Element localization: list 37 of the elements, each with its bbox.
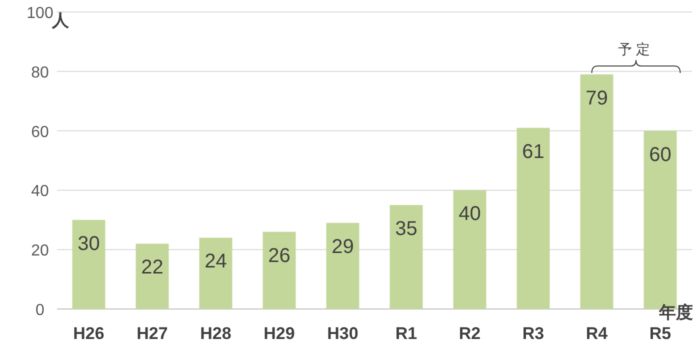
x-tick-label: H27 (136, 324, 168, 343)
data-label: 35 (395, 218, 418, 240)
bar (516, 128, 550, 309)
bar (326, 222, 360, 309)
y-tick-label: 100 (26, 5, 54, 22)
y-tick-label: 60 (31, 124, 49, 141)
data-label: 22 (141, 256, 164, 279)
bar (136, 244, 169, 309)
data-label: 60 (649, 144, 672, 166)
y-tick-label: 40 (31, 183, 49, 200)
data-label: 29 (332, 236, 354, 258)
x-tick-label: R1 (395, 324, 418, 343)
annotation: 予定 (618, 41, 654, 57)
data-label: 24 (204, 250, 227, 273)
bar (262, 232, 296, 309)
x-tick-label: R5 (649, 324, 672, 343)
bar (390, 205, 423, 309)
data-label: 30 (78, 232, 100, 255)
data-label: 26 (268, 244, 290, 267)
data-label: 40 (458, 203, 481, 226)
bar (199, 238, 232, 309)
bar (453, 190, 486, 309)
y-tick-label: 0 (36, 302, 45, 319)
x-tick-label: H29 (264, 324, 295, 343)
x-tick-label: H28 (200, 324, 232, 343)
x-axis-title: 年度 (658, 303, 693, 322)
x-tick-label: R4 (586, 324, 608, 343)
x-tick-label: R3 (522, 324, 544, 343)
y-tick-label: 20 (31, 242, 49, 260)
x-tick-label: H30 (327, 324, 358, 343)
x-tick-label: R2 (458, 324, 481, 343)
data-label: 61 (522, 140, 544, 163)
y-tick-label: 80 (31, 64, 49, 82)
bar (72, 220, 106, 309)
data-label: 79 (586, 87, 608, 110)
bar (580, 74, 614, 309)
x-tick-label: H26 (73, 324, 104, 343)
